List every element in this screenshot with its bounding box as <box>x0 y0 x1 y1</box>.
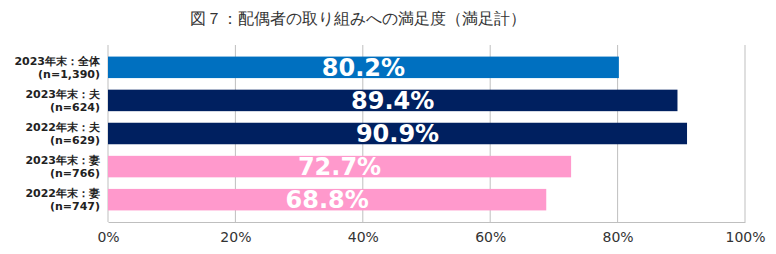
grid-line <box>745 45 746 222</box>
category-label-line: (n=629) <box>50 134 100 147</box>
chart: 図７：配偶者の取り組みへの満足度（満足計） 0% 20% 40% 60% 80% 100% 8… <box>0 0 776 254</box>
data-labels: 80.2% 89.4% 90.9% 72.7% 68.8% <box>285 54 439 214</box>
category-label-line: (n=747) <box>50 200 100 213</box>
axis-line <box>109 222 746 223</box>
category-label: 2022年末：夫(n=629) <box>25 121 101 147</box>
tick-label: 0% <box>97 229 119 245</box>
grid <box>108 45 745 222</box>
title: 図７：配偶者の取り組みへの満足度（満足計） <box>190 9 526 28</box>
data-label: 68.8% <box>285 186 368 214</box>
tick: 0% <box>97 222 119 245</box>
tick: 100% <box>725 222 765 245</box>
tick-label: 60% <box>475 229 506 245</box>
data-label: 90.9% <box>356 120 439 148</box>
data-label: 72.7% <box>298 153 381 181</box>
category-label-line: (n=624) <box>50 101 100 114</box>
category-label-line: 2022年末：夫 <box>25 121 101 134</box>
x-axis: 0% 20% 40% 60% 80% 100% <box>97 222 765 245</box>
tick: 80% <box>603 222 634 245</box>
category-label-line: (n=1,390) <box>38 68 100 81</box>
category-label: 2023年末：夫(n=624) <box>25 88 101 114</box>
tick: 40% <box>348 222 379 245</box>
y-axis: 2023年末：全体(n=1,390) 2023年末：夫(n=624) 2022年末：… <box>14 55 101 213</box>
tick-label: 80% <box>603 229 634 245</box>
category-label-line: (n=766) <box>50 167 100 180</box>
category-label: 2022年末：妻(n=747) <box>25 187 100 213</box>
data-label: 89.4% <box>351 87 434 115</box>
tick-label: 20% <box>220 229 251 245</box>
plot: 0% 20% 40% 60% 80% 100% 80.2% 89.4% 90.9% 72.7% 68… <box>14 45 765 245</box>
category-label-line: 2023年末：妻 <box>25 154 100 167</box>
category-label-line: 2023年末：全体 <box>14 55 101 68</box>
tick: 20% <box>220 222 251 245</box>
category-label-line: 2023年末：夫 <box>25 88 101 101</box>
tick: 60% <box>475 222 506 245</box>
category-label: 2023年末：全体(n=1,390) <box>14 55 101 81</box>
tick-label: 40% <box>348 229 379 245</box>
category-label-line: 2022年末：妻 <box>25 187 100 200</box>
tick-label: 100% <box>725 229 765 245</box>
data-label: 80.2% <box>322 54 405 82</box>
category-label: 2023年末：妻(n=766) <box>25 154 100 180</box>
